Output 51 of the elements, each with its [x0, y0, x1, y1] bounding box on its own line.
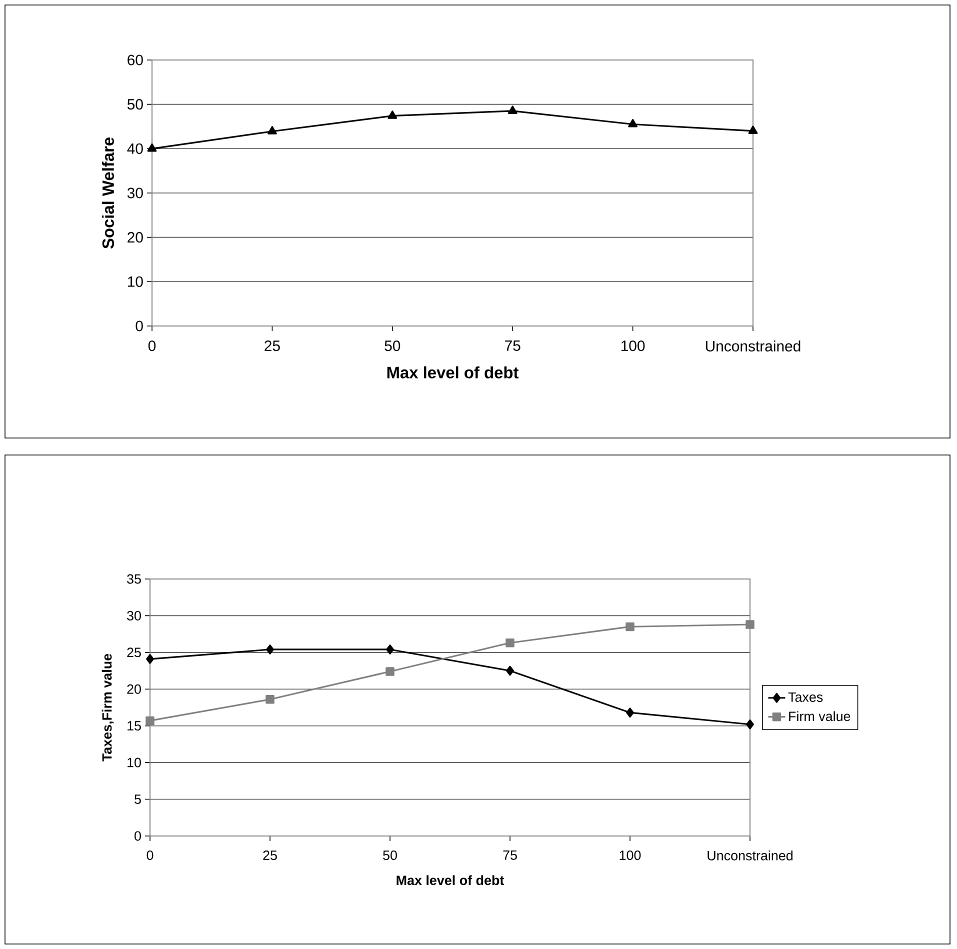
y-tick-label: 10 [128, 276, 143, 287]
point [626, 622, 634, 632]
point [628, 118, 638, 128]
y-tick-label: 30 [127, 188, 143, 198]
y-tick-label: 20 [127, 684, 141, 694]
y-tick-label: 15 [128, 721, 141, 731]
x-tick-label: 100 [621, 340, 645, 352]
point [386, 644, 394, 654]
y-tick-label: 60 [128, 54, 143, 66]
x-tick-label: 100 [620, 850, 641, 860]
point [147, 143, 157, 152]
y-tick-label: 25 [127, 648, 141, 658]
x-tick-label: Unconstrained [706, 340, 800, 352]
point [268, 126, 277, 134]
point [266, 644, 274, 654]
x-tick-label: 75 [503, 850, 517, 860]
point [746, 620, 754, 629]
x-tick-label: 25 [264, 340, 280, 352]
y-axis-title: Taxes,Firm value [102, 654, 114, 762]
point [266, 695, 274, 704]
x-tick-label: 50 [384, 340, 400, 352]
legend-label: Firm value [789, 711, 850, 722]
point [746, 719, 754, 730]
point [626, 708, 634, 718]
x-axis-title: Max level of debt [387, 366, 519, 378]
y-tick-label: 30 [127, 610, 141, 620]
y-axis-title: Social Welfare [102, 138, 114, 249]
point [386, 667, 394, 676]
x-tick-label: 0 [146, 850, 154, 860]
y-tick-label: 5 [134, 794, 141, 804]
y-tick-label: 0 [134, 831, 141, 841]
point [508, 106, 518, 114]
legend-label: Taxes [788, 692, 823, 702]
x-tick-label: Unconstrained [708, 850, 792, 860]
y-tick-label: 0 [136, 320, 143, 332]
y-tick-label: 10 [128, 758, 141, 768]
y-tick-label: 20 [128, 232, 143, 243]
x-tick-label: 75 [505, 340, 520, 351]
point [506, 666, 514, 676]
x-tick-label: 0 [148, 340, 156, 352]
y-tick-label: 35 [127, 574, 141, 584]
point [506, 638, 514, 648]
point [146, 716, 154, 726]
x-tick-label: 25 [263, 850, 277, 860]
x-tick-label: 50 [383, 850, 397, 860]
x-axis-title: Max level of debt [396, 875, 504, 886]
y-tick-label: 50 [127, 99, 143, 110]
point [388, 110, 398, 119]
point [146, 654, 154, 664]
y-tick-label: 40 [127, 143, 143, 154]
point [748, 126, 758, 134]
